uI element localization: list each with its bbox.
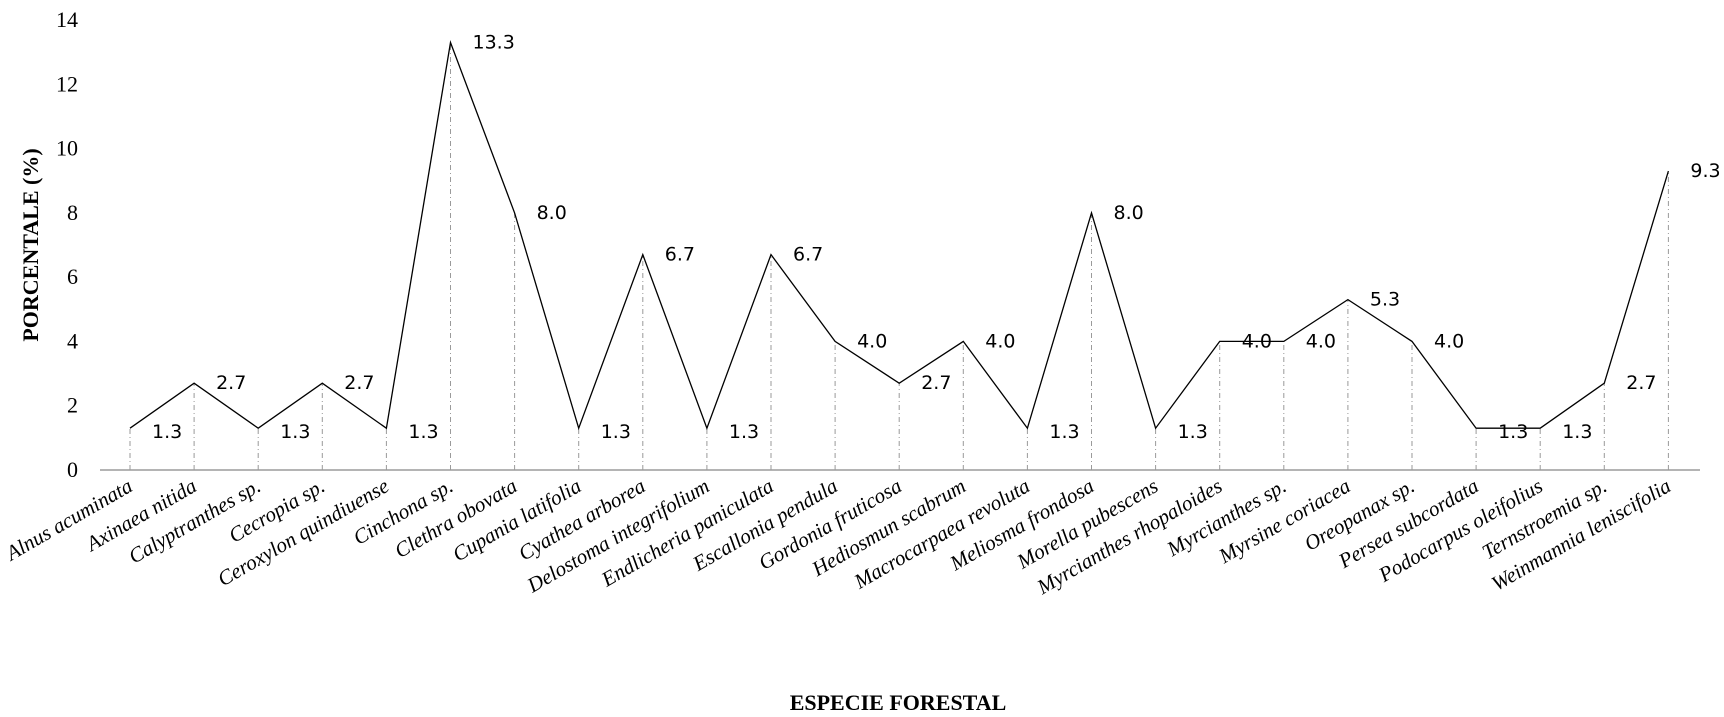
data-label: 1.3 [729,421,759,443]
data-label: 6.7 [793,244,823,266]
data-label: 6.7 [665,244,695,266]
data-label: 4.0 [985,330,1015,352]
data-label: 5.3 [1370,289,1400,311]
data-label: 1.3 [1562,421,1592,443]
data-label: 4.0 [1434,330,1464,352]
data-labels: 1.3 2.7 1.3 2.7 1.3 13.3 8.0 1.3 6.7 1.3 6.7 4.0 2.7… [152,32,1721,444]
y-axis-ticks: 0 2 4 6 8 10 12 14 [56,7,78,482]
drop-lines [129,42,1669,470]
y-tick-label: 6 [67,264,78,289]
y-tick-label: 12 [56,71,78,96]
data-label: 13.3 [473,32,515,54]
data-label: 1.3 [152,421,182,443]
data-label: 1.3 [408,421,438,443]
data-label: 1.3 [1049,421,1079,443]
y-tick-label: 0 [67,457,78,482]
y-tick-label: 2 [67,393,78,418]
data-label: 2.7 [1626,372,1656,394]
data-label: 4.0 [1306,330,1336,352]
data-label: 9.3 [1690,160,1720,182]
series-line [129,40,1670,431]
data-label: 2.7 [216,372,246,394]
data-label: 1.3 [1178,421,1208,443]
y-tick-label: 14 [56,7,78,32]
data-label: 1.3 [280,421,310,443]
data-label: 1.3 [601,421,631,443]
data-label: 8.0 [1114,202,1144,224]
data-label: 2.7 [344,372,374,394]
data-label: 2.7 [921,372,951,394]
y-tick-label: 8 [67,200,78,225]
x-axis-title: ESPECIE FORESTAL [790,690,1007,715]
data-label: 1.3 [1498,421,1528,443]
data-label: 4.0 [857,330,887,352]
y-tick-label: 4 [67,328,78,353]
data-label: 8.0 [537,202,567,224]
data-label: 4.0 [1242,330,1272,352]
y-axis-title: PORCENTALE (%) [18,148,43,341]
y-tick-label: 10 [56,136,78,161]
